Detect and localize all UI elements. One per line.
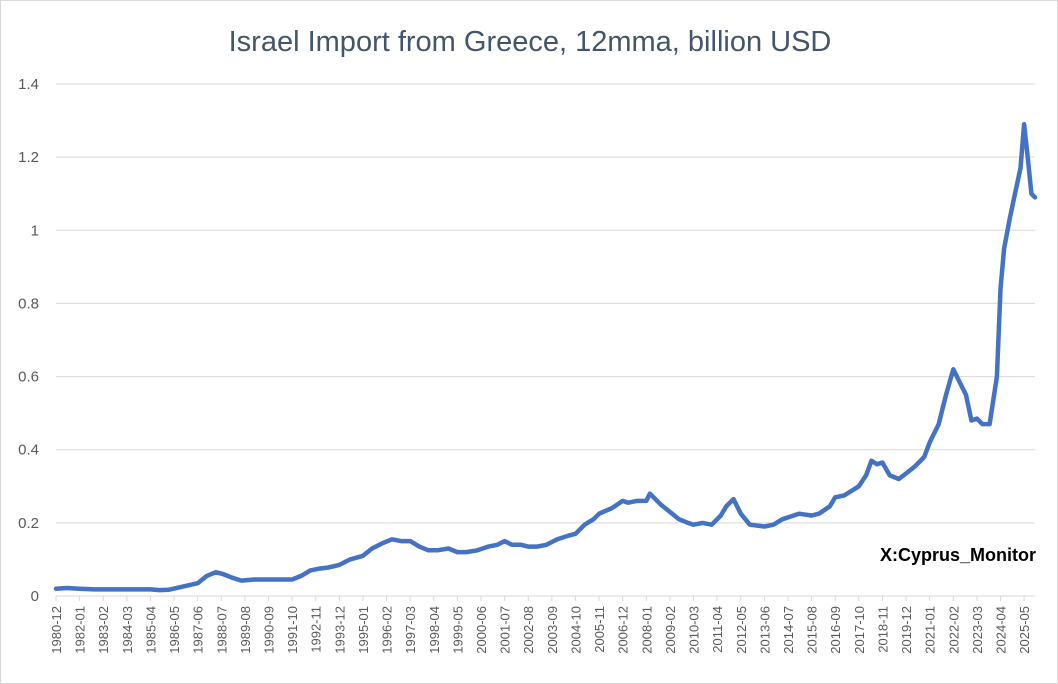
- chart-title: Israel Import from Greece, 12mma, billio…: [229, 26, 832, 58]
- x-tick-label: 1998-04: [427, 606, 442, 654]
- y-tick-label: 0.4: [18, 442, 39, 459]
- x-tick-label: 1996-02: [380, 606, 395, 654]
- x-tick-label: 2004-10: [568, 606, 583, 654]
- x-tick-label: 1986-05: [167, 606, 182, 654]
- y-tick-label: 1.4: [18, 76, 39, 93]
- x-tick-label: 1984-03: [120, 606, 135, 654]
- x-tick-label: 2010-03: [687, 606, 702, 654]
- y-tick-label: 0: [31, 588, 39, 605]
- x-tick-label: 2006-12: [616, 606, 631, 654]
- x-tick-label: 2003-09: [545, 606, 560, 654]
- y-tick-label: 0.8: [18, 295, 39, 312]
- x-tick-label: 1980-12: [49, 606, 64, 654]
- x-tick-label: 1989-08: [238, 606, 253, 654]
- y-tick-label: 1.2: [18, 149, 39, 166]
- x-tick-label: 1995-01: [356, 606, 371, 654]
- x-tick-label: 2021-01: [923, 606, 938, 654]
- x-tick-label: 2000-06: [474, 606, 489, 654]
- x-tick-label: 2016-09: [828, 606, 843, 654]
- x-tick-label: 1985-04: [143, 606, 158, 654]
- y-tick-label: 0.2: [18, 515, 39, 532]
- x-tick-label: 2009-02: [663, 606, 678, 654]
- x-tick-label: 2005-11: [592, 606, 607, 653]
- series-line: [53, 121, 1038, 593]
- x-tick-label: 1999-05: [450, 606, 465, 654]
- x-tick-label: 1982-01: [73, 606, 88, 654]
- x-tick-label: 2008-01: [639, 606, 654, 654]
- x-tick-label: 1983-02: [96, 606, 111, 654]
- x-tick-label: 1997-03: [403, 606, 418, 654]
- x-tick-label: 2023-03: [970, 606, 985, 654]
- x-tick-label: 2017-10: [852, 606, 867, 654]
- y-tick-label: 1: [31, 222, 39, 239]
- x-tick-label: 2019-12: [899, 606, 914, 654]
- y-axis-ticks: 0 0.2 0.4 0.6 0.8 1 1.2 1.4: [18, 76, 39, 605]
- x-tick-label: 2022-02: [946, 606, 961, 654]
- series-layer: [53, 121, 1038, 593]
- x-tick-label: 2018-11: [875, 606, 890, 653]
- x-tick-label: 2002-08: [521, 606, 536, 654]
- x-tick-label: 2013-06: [757, 606, 772, 654]
- x-tick-label: 1991-10: [285, 606, 300, 654]
- x-tick-label: 1993-12: [332, 606, 347, 654]
- x-tick-label: 1987-06: [191, 606, 206, 654]
- x-tick-label: 2011-04: [710, 606, 725, 653]
- x-tick-label: 1990-09: [262, 606, 277, 654]
- x-tick-label: 2025-05: [1017, 606, 1032, 654]
- x-axis-ticks: 1980-12 1982-01 1983-02 1984-03 1985-04 1986-…: [49, 596, 1032, 654]
- x-tick-label: 2012-05: [734, 606, 749, 654]
- x-tick-label: 1992-11: [309, 606, 324, 653]
- x-tick-label: 2001-07: [498, 606, 513, 654]
- x-tick-label: 1988-07: [214, 606, 229, 654]
- y-tick-label: 0.6: [18, 369, 39, 386]
- watermark-label: X:Cyprus_Monitor: [880, 545, 1036, 565]
- x-tick-label: 2014-07: [781, 606, 796, 654]
- x-tick-label: 2024-04: [993, 606, 1008, 654]
- gridlines: [56, 83, 1035, 524]
- x-tick-label: 2015-08: [805, 606, 820, 654]
